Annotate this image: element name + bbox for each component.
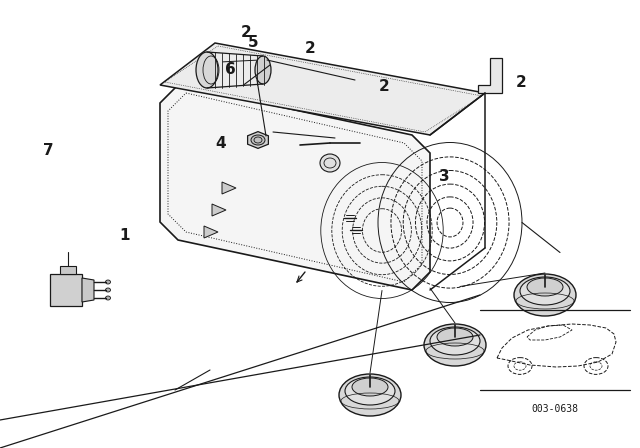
Polygon shape — [160, 85, 430, 290]
Polygon shape — [248, 132, 268, 148]
Text: 2: 2 — [516, 75, 527, 90]
Text: 4: 4 — [216, 136, 226, 151]
Ellipse shape — [106, 288, 111, 292]
Ellipse shape — [352, 378, 388, 396]
Text: 2: 2 — [305, 41, 316, 56]
Text: 5: 5 — [248, 35, 258, 50]
Ellipse shape — [251, 135, 265, 145]
Ellipse shape — [339, 374, 401, 416]
Ellipse shape — [424, 324, 486, 366]
Ellipse shape — [437, 328, 473, 346]
Text: 2: 2 — [379, 79, 389, 94]
Ellipse shape — [430, 327, 480, 355]
Polygon shape — [212, 204, 226, 216]
Text: 1: 1 — [120, 228, 130, 243]
Text: 003-0638: 003-0638 — [531, 404, 579, 414]
Ellipse shape — [345, 377, 395, 405]
Polygon shape — [222, 182, 236, 194]
Ellipse shape — [514, 274, 576, 316]
Ellipse shape — [106, 280, 111, 284]
Text: 2: 2 — [241, 25, 252, 40]
Polygon shape — [82, 278, 94, 302]
Polygon shape — [50, 274, 82, 306]
Polygon shape — [478, 58, 502, 93]
Text: 6: 6 — [225, 62, 236, 77]
Ellipse shape — [320, 154, 340, 172]
Text: 3: 3 — [440, 169, 450, 185]
Ellipse shape — [527, 278, 563, 296]
Ellipse shape — [106, 296, 111, 300]
Polygon shape — [160, 43, 485, 135]
Ellipse shape — [520, 277, 570, 305]
Ellipse shape — [255, 56, 271, 84]
Polygon shape — [204, 226, 218, 238]
Polygon shape — [60, 266, 76, 274]
Ellipse shape — [196, 52, 218, 88]
Text: 7: 7 — [43, 142, 53, 158]
